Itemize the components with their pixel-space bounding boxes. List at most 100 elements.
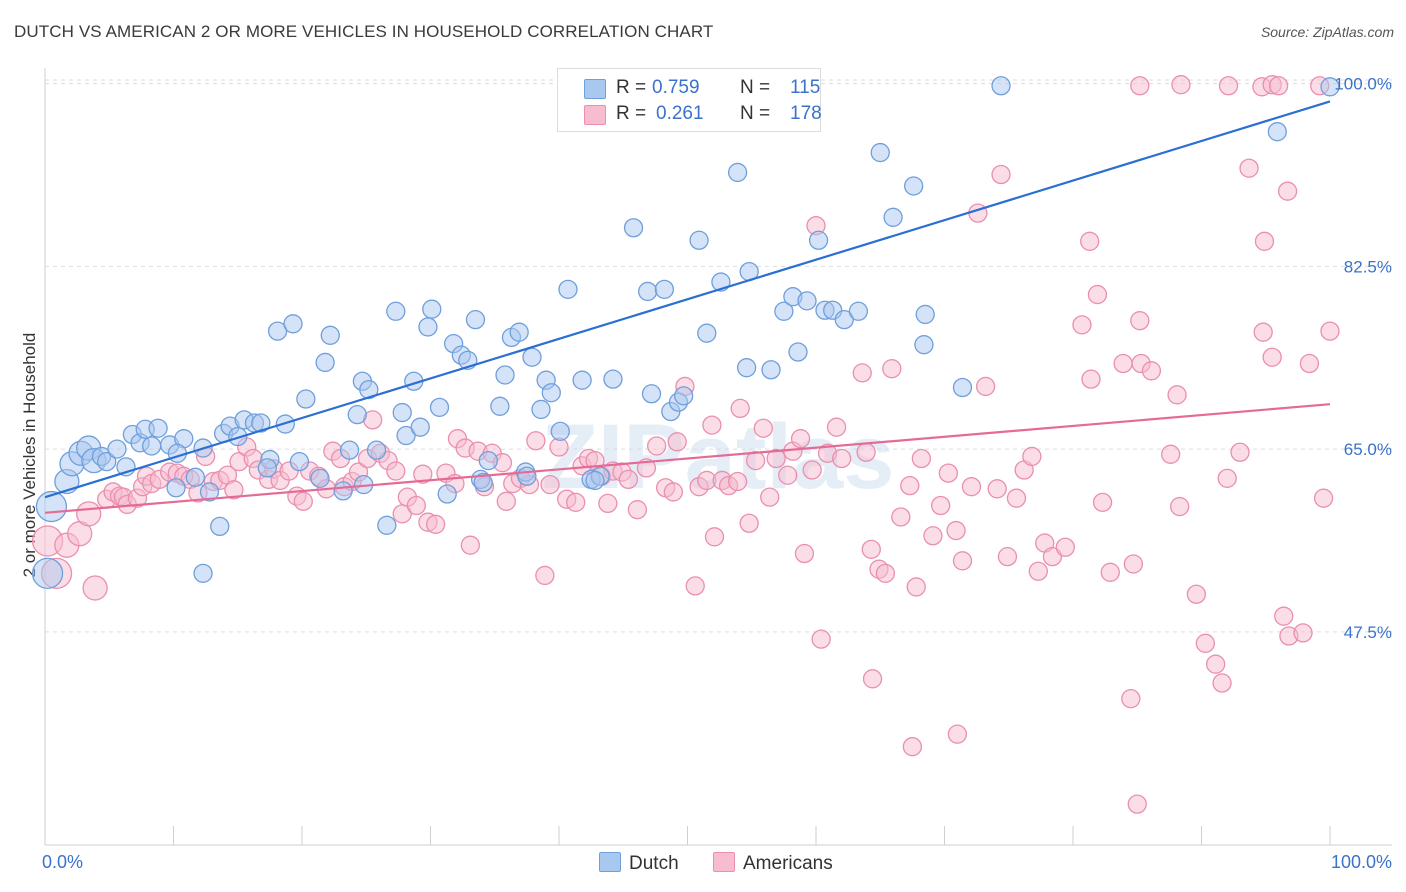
americans-point [875,563,896,584]
americans-point [1218,76,1239,96]
dutch-point [509,322,529,342]
americans-point [794,543,815,564]
dutch-point [883,207,903,227]
americans-point [826,417,847,437]
americans-point [1080,231,1100,251]
americans-point [704,527,725,547]
americans-point [1081,369,1101,389]
americans-point [1127,794,1147,814]
dutch-point [638,281,658,302]
americans-point [739,513,759,533]
grid-lines [45,79,1392,633]
dutch-point [418,317,438,337]
americans-point [1274,606,1294,626]
americans-point [1100,562,1120,582]
dutch-point [333,481,353,501]
americans-point [778,465,798,485]
dutch-point [377,515,397,535]
dutch-point [736,358,757,378]
dutch-point [531,399,551,420]
americans-point [923,526,943,546]
dutch-point [550,421,570,442]
americans-point [1167,385,1187,405]
dutch-point [585,470,605,491]
americans-point [906,577,926,597]
americans-point [727,471,748,492]
dutch-point [490,396,510,416]
dutch-point [396,425,416,446]
americans-series [31,75,1340,814]
americans-point [82,575,108,601]
americans-point [802,460,822,480]
legend-n-value: 115 [790,77,821,98]
americans-point [1113,353,1133,374]
americans-point [862,669,883,689]
americans-point [745,450,766,471]
americans-point [1299,353,1320,374]
americans-point [1262,347,1282,367]
x-tick-label-min: 0.0% [42,852,84,872]
americans-point [1028,561,1048,581]
dutch-point [35,490,68,523]
americans-point [1230,442,1250,462]
americans-point [1239,158,1259,178]
americans-legend-label: Americans [743,853,833,874]
americans-swatch [584,105,606,125]
dutch-point [199,482,220,502]
americans-point [1072,315,1092,335]
americans-point [832,448,852,469]
americans-point [1006,488,1027,508]
americans-point [1141,361,1162,381]
y-tick-labels: 47.5% 65.0% 82.5% 100.0% [1334,75,1392,642]
americans-point [961,477,982,497]
americans-point [413,464,433,484]
americans-point [946,520,966,541]
dutch-point [429,397,450,417]
dutch-point [761,360,781,380]
americans-point [1022,446,1042,467]
dutch-point [392,402,412,423]
dutch-series [31,76,1340,590]
dutch-point [915,304,935,325]
dutch-point [654,279,675,300]
legend-item-dutch: Dutch [599,852,679,875]
americans-point [856,442,876,462]
americans-point [598,493,618,514]
dutch-point [296,389,316,409]
americans-point [1171,75,1191,95]
americans-point [1253,322,1273,342]
source-label: Source: ZipAtlas.com [1260,24,1394,40]
americans-point [566,492,586,513]
legend-r-value: 0.261 [656,103,704,124]
dutch-point [257,458,277,478]
dutch-point [541,383,561,403]
americans-point [685,576,705,596]
americans-point [702,415,722,435]
americans-point [900,476,920,496]
americans-point [1277,181,1298,201]
dutch-point [788,342,808,362]
legend-item-americans: Americans [713,852,833,875]
dutch-point [697,323,717,343]
americans-point [1121,689,1141,709]
dutch-point [603,369,623,389]
americans-point [1186,584,1207,604]
dutch-point [366,440,387,460]
dutch-point [904,176,924,196]
americans-point [861,539,881,559]
dutch-point [31,557,64,590]
americans-point [882,359,902,379]
americans-point [1320,321,1340,341]
dutch-point [1267,122,1287,142]
dutch-point [517,466,537,486]
americans-point [663,482,684,502]
legend-n-value: 178 [790,103,822,124]
americans-point [952,551,973,571]
dutch-point [320,325,340,345]
dutch-point [914,335,934,355]
americans-point [1130,76,1150,96]
dutch-point [148,418,168,438]
dutch-trend-line [44,100,1331,499]
dutch-point [167,443,188,463]
